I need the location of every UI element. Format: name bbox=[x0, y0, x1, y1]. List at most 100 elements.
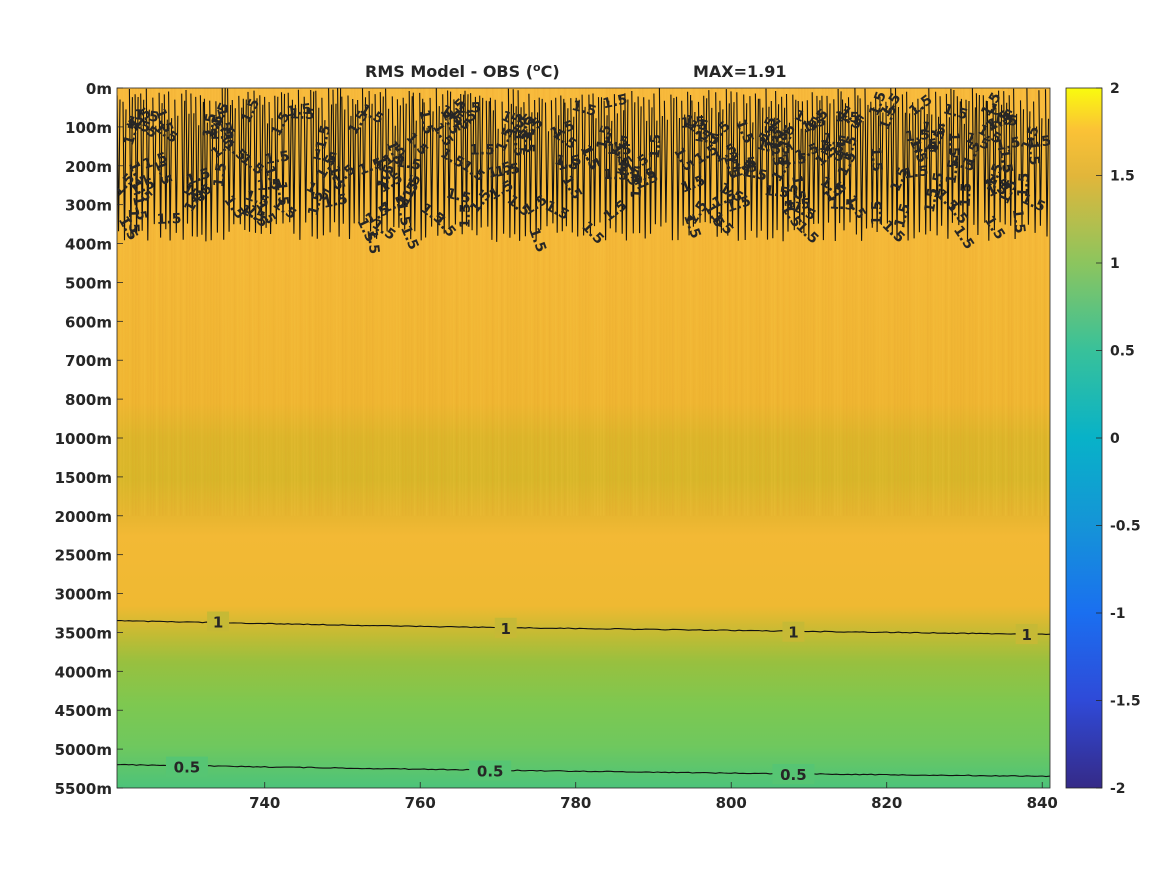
texture-streak bbox=[225, 88, 227, 516]
texture-streak bbox=[585, 88, 587, 516]
x-axis: 740 760 780 800 820 840 bbox=[249, 782, 1058, 812]
texture-streak bbox=[891, 88, 893, 516]
texture-streak bbox=[861, 88, 863, 516]
contour-label-1-5: 1.5 bbox=[455, 100, 480, 117]
colorbar-tick-label: -1 bbox=[1110, 606, 1126, 622]
contour-label-1-5: 1.5 bbox=[504, 110, 527, 139]
texture-streak bbox=[984, 88, 986, 516]
contour-label-1-5: 1.5 bbox=[519, 116, 539, 143]
contour-label-1-5: 1.5 bbox=[927, 171, 947, 198]
texture-streak bbox=[303, 88, 305, 516]
plot-area: 1.5 1.51.51.51.51.51.51.51.51.51.51.51.51… bbox=[116, 87, 1051, 789]
texture-streak bbox=[255, 88, 257, 516]
texture-streak bbox=[174, 88, 176, 516]
texture-streak bbox=[528, 88, 530, 516]
texture-streak bbox=[324, 88, 326, 516]
contour-label-1-5: 1.5 bbox=[838, 134, 861, 163]
contour-label-1-5: 1.5 bbox=[996, 148, 1016, 175]
texture-streak bbox=[318, 88, 320, 516]
texture-streak bbox=[954, 88, 956, 516]
contour-label-1-5: 1.5 bbox=[725, 193, 754, 216]
texture-streak bbox=[693, 88, 695, 516]
texture-streak bbox=[429, 88, 431, 516]
texture-streak bbox=[327, 88, 329, 516]
texture-streak bbox=[813, 88, 815, 516]
texture-streak bbox=[129, 88, 131, 516]
contour-line-1 bbox=[117, 619, 1050, 636]
texture-streak bbox=[747, 88, 749, 516]
texture-streak bbox=[192, 88, 194, 516]
contour-label-1-5: 1.5 bbox=[821, 130, 848, 150]
contour-label-1-5: 1.5 bbox=[511, 132, 527, 157]
contour-label-1-5: 1.5 bbox=[444, 186, 472, 208]
texture-streak bbox=[1029, 88, 1031, 516]
texture-streak bbox=[561, 88, 563, 516]
texture-streak bbox=[933, 88, 935, 516]
texture-streak bbox=[471, 88, 473, 516]
texture-streak bbox=[720, 88, 722, 516]
texture-streak bbox=[483, 88, 485, 516]
texture-streak bbox=[789, 88, 791, 516]
texture-streak bbox=[987, 88, 989, 516]
texture-streak bbox=[276, 88, 278, 516]
contour-label-1-5: 1.5 bbox=[602, 130, 630, 151]
contour-label-1-5: 1.5 bbox=[151, 159, 175, 188]
contour-label-1-5: 1.5 bbox=[486, 159, 515, 182]
contour-label-1-5: 1.5 bbox=[393, 200, 414, 228]
texture-streak bbox=[684, 88, 686, 516]
texture-streak bbox=[513, 88, 515, 516]
texture-streak bbox=[645, 88, 647, 516]
texture-streak bbox=[498, 88, 500, 516]
texture-streak bbox=[981, 88, 983, 516]
texture-streak bbox=[858, 88, 860, 516]
y-tick-label: 800m bbox=[65, 391, 112, 409]
texture-streak bbox=[444, 88, 446, 516]
contour-label-1-5: 1.5 bbox=[693, 129, 720, 149]
texture-streak bbox=[243, 88, 245, 516]
texture-streak bbox=[546, 88, 548, 516]
texture-streak bbox=[807, 88, 809, 516]
texture-streak bbox=[753, 88, 755, 516]
texture-streak bbox=[360, 88, 362, 516]
texture-streak bbox=[819, 88, 821, 516]
contour-label-1-5: 1.5 bbox=[375, 162, 399, 191]
contour-label: 0.5 bbox=[174, 759, 201, 777]
y-tick-label: 400m bbox=[65, 236, 112, 254]
texture-streak bbox=[951, 88, 953, 516]
contour-label-1-5: 1.5 bbox=[958, 182, 975, 208]
texture-streak bbox=[534, 88, 536, 516]
contour-label: 0.5 bbox=[477, 763, 504, 781]
texture-streak bbox=[609, 88, 611, 516]
texture-streak bbox=[927, 88, 929, 516]
texture-streak bbox=[177, 88, 179, 516]
texture-streak bbox=[252, 88, 254, 516]
texture-streak bbox=[117, 88, 119, 516]
contour-1-5-line bbox=[117, 88, 1050, 242]
texture-streak bbox=[906, 88, 908, 516]
texture-streak bbox=[768, 88, 770, 516]
contour-label-1-5: 1.5 bbox=[325, 164, 348, 192]
texture-streak bbox=[309, 88, 311, 516]
texture-streak bbox=[894, 88, 896, 516]
texture-streak bbox=[522, 88, 524, 516]
contour-label-1-5: 1.5 bbox=[125, 208, 142, 233]
x-tick-label: 820 bbox=[871, 794, 902, 812]
texture-streak bbox=[270, 88, 272, 516]
texture-streak bbox=[969, 88, 971, 516]
x-tick-label: 840 bbox=[1027, 794, 1058, 812]
contour-label: 1 bbox=[213, 614, 223, 632]
texture-streak bbox=[312, 88, 314, 516]
texture-streak bbox=[480, 88, 482, 516]
contour-label-1-5: 1.5 bbox=[680, 114, 706, 132]
texture-streak bbox=[453, 88, 455, 516]
contour-label-1-5: 1.5 bbox=[781, 151, 807, 169]
texture-streak bbox=[351, 88, 353, 516]
contour-label-1-5: 1.5 bbox=[611, 141, 631, 168]
texture-streak bbox=[222, 88, 224, 516]
contour-label-1-5: 1.5 bbox=[124, 113, 153, 137]
texture-streak bbox=[879, 88, 881, 516]
texture-streak bbox=[354, 88, 356, 516]
texture-streak bbox=[594, 88, 596, 516]
x-tick-label: 780 bbox=[560, 794, 591, 812]
texture-streak bbox=[189, 88, 191, 516]
